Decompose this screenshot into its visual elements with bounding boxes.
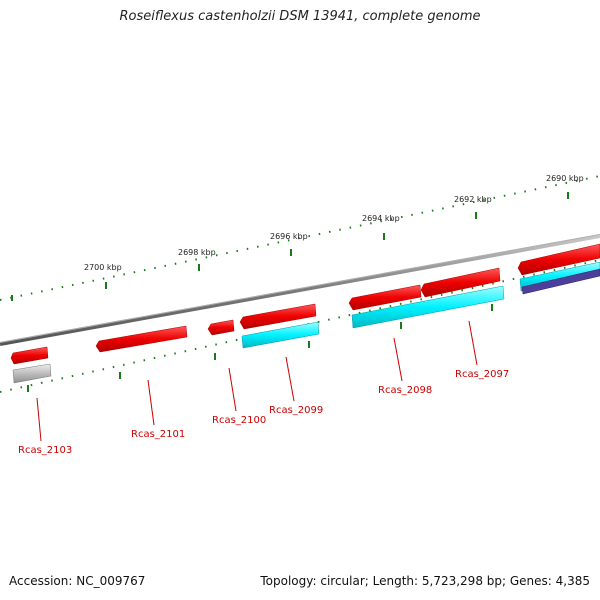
gene-rcas-2098-cyan[interactable]	[351, 285, 505, 329]
scale-label-2690: 2690 kbp	[546, 174, 584, 183]
connector-rcas-2101	[147, 379, 155, 426]
gene-rcas-2100[interactable]	[207, 319, 235, 336]
scale-label-2698: 2698 kbp	[178, 248, 216, 257]
gene-rcas-2099-cyan[interactable]	[241, 321, 320, 349]
gene-rcas-2103[interactable]	[10, 346, 49, 365]
scale-label-2694: 2694 kbp	[362, 214, 400, 223]
connector-rcas-2097	[468, 320, 478, 366]
scale-labels: 2700 kbp 2698 kbp 2696 kbp 2694 kbp 2692…	[84, 174, 584, 272]
connector-rcas-2103	[36, 397, 42, 442]
gene-label-rcas-2103[interactable]: Rcas_2103	[18, 445, 72, 456]
connector-rcas-2100	[228, 367, 237, 412]
outer-major-ticks	[11, 192, 569, 301]
genome-summary-text: Topology: circular; Length: 5,723,298 bp…	[260, 574, 590, 588]
label-connectors	[36, 320, 478, 442]
forward-genes	[10, 243, 600, 365]
gene-rcas-2103-gray[interactable]	[12, 363, 52, 384]
accession-text: Accession: NC_009767	[9, 574, 146, 588]
gene-label-rcas-2098[interactable]: Rcas_2098	[378, 385, 432, 396]
gene-next-purple[interactable]	[521, 268, 600, 295]
scale-label-2696: 2696 kbp	[270, 232, 308, 241]
gene-label-rcas-2097[interactable]: Rcas_2097	[455, 369, 509, 380]
connector-rcas-2099	[285, 356, 295, 402]
page-title: Roseiflexus castenholzii DSM 13941, comp…	[119, 9, 481, 24]
gene-rcas-2099-red[interactable]	[239, 303, 317, 330]
scale-label-2692: 2692 kbp	[454, 195, 492, 204]
scale-label-2700: 2700 kbp	[84, 263, 122, 272]
genome-backbone	[0, 234, 600, 346]
gene-label-rcas-2101[interactable]: Rcas_2101	[131, 429, 185, 440]
highlight-genes	[241, 261, 600, 349]
gene-label-rcas-2100[interactable]: Rcas_2100	[212, 415, 266, 426]
connector-rcas-2098	[393, 337, 403, 382]
gene-rcas-2098-red[interactable]	[348, 284, 422, 311]
gene-rcas-2101[interactable]	[95, 325, 188, 353]
gene-label-rcas-2099[interactable]: Rcas_2099	[269, 405, 323, 416]
gene-labels: Rcas_2103 Rcas_2101 Rcas_2100 Rcas_2099 …	[18, 369, 509, 456]
other-genes	[521, 268, 600, 295]
gene-rcas-2097-red[interactable]	[420, 267, 501, 298]
pseudo-genes	[12, 363, 52, 384]
inner-major-ticks	[27, 304, 493, 392]
gene-next-red[interactable]	[517, 243, 600, 276]
